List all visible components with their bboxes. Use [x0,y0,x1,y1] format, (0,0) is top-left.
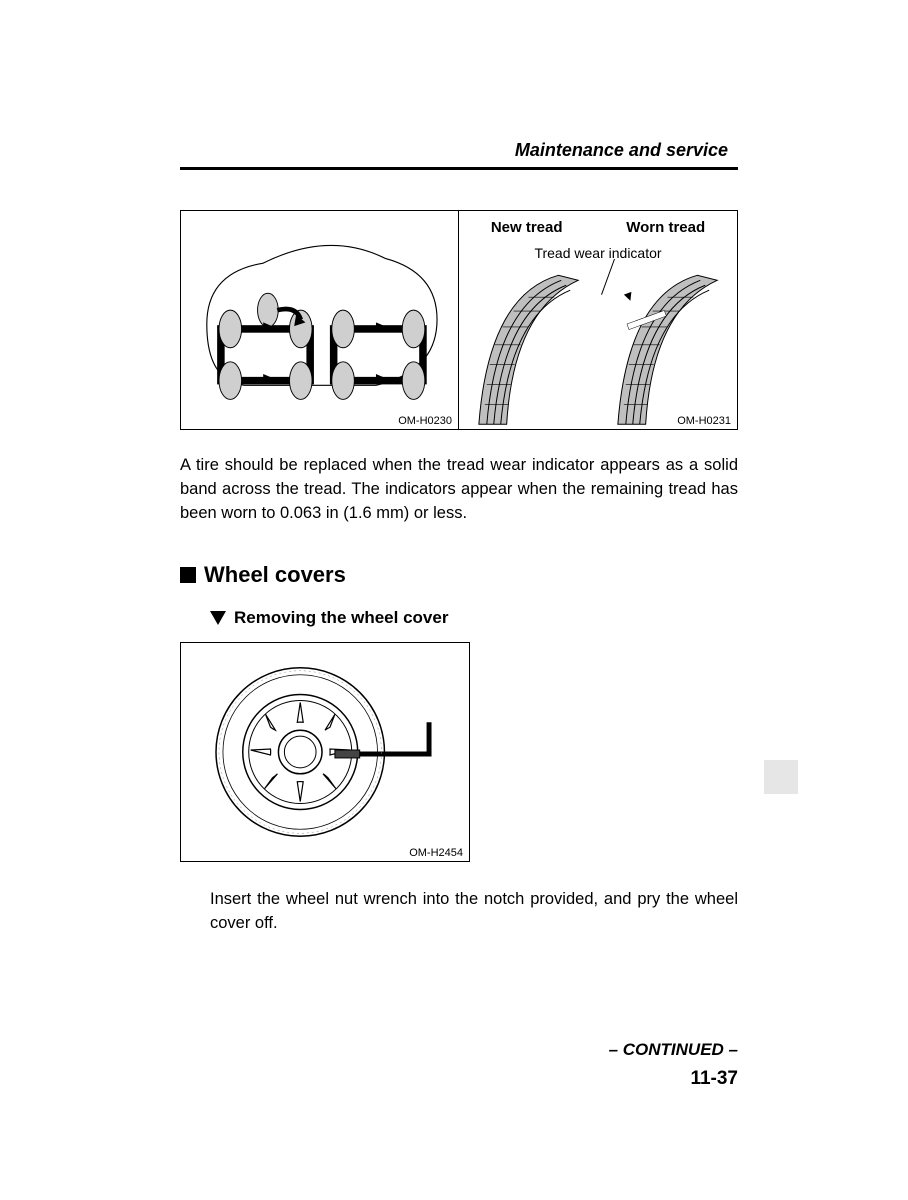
page-tab [764,760,798,794]
header: Maintenance and service [180,140,738,170]
section-title: Maintenance and service [180,140,738,167]
figure-tread-wear: New tread Worn tread Tread wear indicato… [459,211,737,429]
figure-ref: OM-H0230 [398,415,452,427]
page-number: 11-37 [690,1068,738,1090]
heading-wheel-covers: Wheel covers [204,562,346,588]
header-rule [180,167,738,170]
figure-row-tires: OM-H0230 New tread Worn tread Tread wear… [180,210,738,430]
paragraph-wheel-cover: Insert the wheel nut wrench into the not… [210,888,738,936]
tread-labels: New tread Worn tread [459,219,737,236]
paragraph-tread-wear: A tire should be replaced when the tread… [180,454,738,526]
tread-diagram [459,211,737,429]
continued-marker: – CONTINUED – [609,1040,738,1060]
figure-ref: OM-H2454 [409,847,463,859]
heading-removing-row: Removing the wheel cover [210,608,738,628]
heading-removing: Removing the wheel cover [234,608,448,628]
triangle-bullet-icon [210,611,226,625]
label-new-tread: New tread [491,219,563,236]
figure-ref: OM-H0231 [677,415,731,427]
label-worn-tread: Worn tread [626,219,705,236]
content: OM-H0230 New tread Worn tread Tread wear… [180,210,738,936]
page: Maintenance and service [0,0,908,1200]
figure-tire-rotation: OM-H0230 [181,211,459,429]
tread-caption: Tread wear indicator [459,245,737,261]
square-bullet-icon [180,567,196,583]
heading-wheel-covers-row: Wheel covers [180,562,738,588]
figure-wheel-cover: OM-H2454 [180,642,470,862]
tire-rotation-diagram [188,216,451,423]
wheel-cover-diagram [181,643,469,861]
